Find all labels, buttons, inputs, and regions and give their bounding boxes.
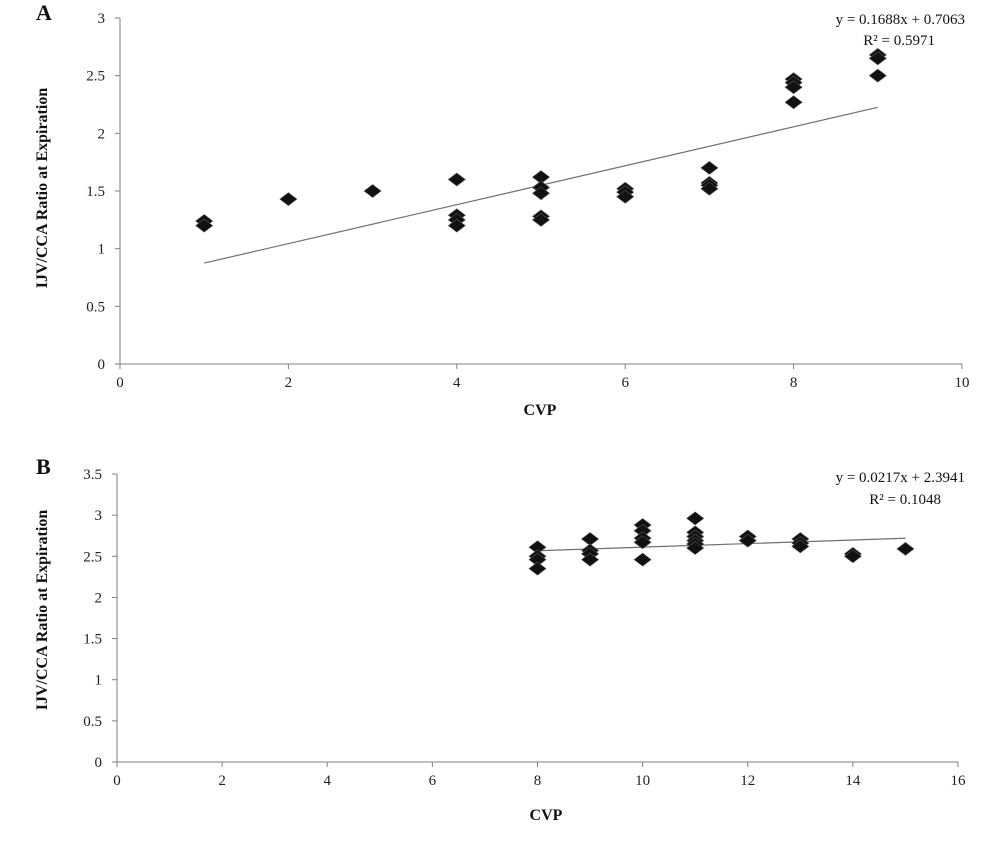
panel-b-equation: y = 0.0217x + 2.3941 <box>836 470 965 486</box>
panel-b-y-tick-label: 0 <box>95 755 103 771</box>
panel-a-x-tick-label: 0 <box>116 375 124 391</box>
panel-b-x-tick-label: 16 <box>951 773 967 789</box>
chart-panel-b: B y = 0.0217x + 2.3941 R² = 0.1048 CVP I… <box>34 454 966 824</box>
panel-b-label: B <box>36 454 51 479</box>
panel-b-x-tick-label: 10 <box>635 773 650 789</box>
panel-a-data-point <box>195 218 214 233</box>
panel-b-y-tick-label: 0.5 <box>83 714 102 730</box>
panel-b-x-tick-label: 8 <box>534 773 542 789</box>
panel-b-data-point <box>633 535 652 550</box>
panel-b-data-point <box>528 561 547 576</box>
panel-a-x-tick-label: 6 <box>621 375 629 391</box>
panel-b-trendline <box>537 537 906 552</box>
panel-a-equation: y = 0.1688x + 0.7063 <box>836 12 965 28</box>
panel-b-data-point <box>686 511 705 526</box>
panel-b-y-tick-label: 1.5 <box>83 632 102 648</box>
panel-a-x-tick-label: 2 <box>285 375 293 391</box>
panel-a-data-point <box>532 186 550 201</box>
panel-b-data-point <box>581 552 600 567</box>
panel-a-x-axis-title: CVP <box>524 402 557 419</box>
panel-a-data-point <box>363 184 382 198</box>
panel-b-y-tick-label: 3.5 <box>83 467 102 483</box>
panel-b-y-tick-label: 2 <box>95 590 103 606</box>
panel-b-r-squared: R² = 0.1048 <box>869 492 941 508</box>
panel-b-data-point <box>686 541 705 555</box>
panel-b-y-tick-label: 3 <box>95 508 103 524</box>
panel-b-data-point <box>633 552 652 567</box>
chart-panel-a: A y = 0.1688x + 0.7063 R² = 0.5971 CVP I… <box>34 0 970 419</box>
panel-b-x-tick-label: 14 <box>845 773 861 789</box>
panel-a-y-tick-label: 1.5 <box>86 184 105 200</box>
panel-a-data-point <box>868 68 887 83</box>
panel-a-data-point <box>700 161 719 175</box>
panel-b-data-point <box>896 542 915 556</box>
panel-a-data-point <box>700 181 719 196</box>
panel-b-x-tick-label: 6 <box>429 773 437 789</box>
panel-a-data-point <box>868 51 887 66</box>
panel-a-label: A <box>36 0 52 25</box>
panel-b-x-tick-label: 4 <box>324 773 332 789</box>
panel-a-y-tick-label: 3 <box>98 11 106 27</box>
panel-b-data-point <box>738 533 757 548</box>
panel-a-y-tick-label: 2.5 <box>86 69 105 85</box>
panel-a-data-point <box>447 172 466 187</box>
panel-a-data-point <box>784 80 803 95</box>
panel-a-y-tick-label: 1 <box>98 242 106 258</box>
panel-b-x-tick-label: 2 <box>218 773 226 789</box>
panel-a-y-axis-title: IJV/CCA Ratio at Expiration <box>34 88 51 289</box>
panel-b-x-tick-label: 12 <box>740 773 755 789</box>
panel-b-x-axis-title: CVP <box>530 807 563 824</box>
panel-a-x-tick-label: 10 <box>955 375 970 391</box>
panel-a-data-point <box>532 212 550 227</box>
panel-a-data-point <box>279 192 298 206</box>
panel-b-data-point <box>843 549 862 564</box>
panel-a-y-tick-label: 2 <box>98 126 106 142</box>
panel-b-y-tick-label: 2.5 <box>83 549 102 565</box>
panel-a-r-squared: R² = 0.5971 <box>863 33 935 49</box>
panel-b-y-tick-label: 1 <box>95 673 103 689</box>
panel-a-x-tick-label: 8 <box>790 375 798 391</box>
panel-a-data-point <box>447 218 466 233</box>
panel-a-y-tick-label: 0 <box>98 357 106 373</box>
panel-a-data-point <box>616 189 635 204</box>
panel-a-x-tick-label: 4 <box>453 375 461 391</box>
panel-a-data-point <box>784 95 803 110</box>
panel-b-data-point <box>581 532 600 546</box>
panel-b-data-point <box>791 539 810 554</box>
panel-a-y-tick-label: 0.5 <box>86 299 105 315</box>
panel-b-x-tick-label: 0 <box>113 773 121 789</box>
panel-b-y-axis-title: IJV/CCA Ratio at Expiration <box>34 510 51 711</box>
